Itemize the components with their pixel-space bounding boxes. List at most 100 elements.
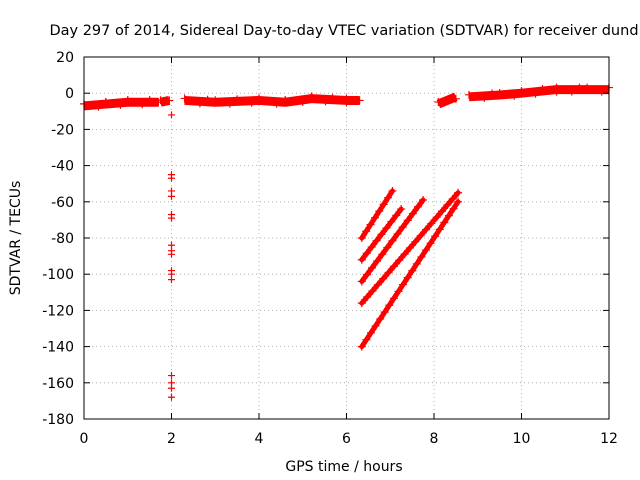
band-marker	[145, 96, 154, 105]
band-marker	[109, 99, 118, 108]
streak-marker	[412, 259, 421, 268]
band-marker	[156, 96, 165, 105]
x-tick-label: 2	[167, 431, 176, 447]
streak-marker	[419, 195, 428, 204]
x-tick-label: 4	[255, 431, 264, 447]
y-axis-label: SDTVAR / TECUs	[8, 181, 24, 296]
band-marker	[281, 96, 290, 105]
streak-marker	[394, 287, 403, 296]
streak-marker	[444, 211, 453, 220]
streak-marker	[357, 277, 366, 286]
band-marker	[552, 83, 561, 92]
band-marker	[314, 94, 323, 103]
series-band-2	[180, 92, 364, 108]
data-layer	[80, 83, 613, 401]
streak-marker	[448, 194, 457, 203]
x-tick-label: 8	[430, 431, 439, 447]
streak-marker	[377, 230, 386, 239]
streak-marker	[382, 224, 391, 233]
series-band-3	[434, 92, 460, 109]
streak-marker	[388, 236, 397, 245]
streak-marker	[357, 299, 366, 308]
streak-marker	[387, 217, 396, 226]
streak-marker	[380, 308, 389, 317]
streak-marker	[362, 227, 371, 236]
streak-marker	[378, 250, 387, 259]
streak-marker	[413, 202, 422, 211]
streak-marker	[405, 243, 414, 252]
streak-marker	[454, 197, 463, 206]
band-marker	[335, 96, 344, 105]
streak-line	[359, 188, 395, 241]
y-tick-label: -60	[51, 195, 74, 211]
streak-marker	[379, 200, 388, 209]
band-marker	[138, 100, 147, 109]
chart-title: Day 297 of 2014, Sidereal Day-to-day VTE…	[49, 23, 638, 39]
streak-marker	[373, 257, 382, 266]
outlier-marker	[168, 214, 175, 222]
band-marker	[545, 86, 554, 95]
outlier-marker	[168, 372, 175, 380]
streak-marker	[357, 234, 366, 242]
y-tick-label: 0	[65, 86, 74, 102]
streak-marker	[408, 266, 417, 275]
series-band-1	[156, 96, 174, 107]
streak-marker	[368, 286, 377, 295]
streak-marker	[440, 218, 449, 227]
streak-marker	[362, 249, 371, 258]
streak-marker	[449, 204, 458, 213]
streak-marker	[397, 205, 406, 214]
streak-marker	[385, 301, 394, 310]
x-axis-label: GPS time / hours	[285, 459, 402, 475]
streak-marker	[371, 321, 380, 330]
streak-marker	[432, 213, 441, 222]
streak-marker	[389, 262, 398, 271]
band-marker	[94, 102, 103, 111]
band-marker	[451, 94, 460, 103]
band-marker	[321, 97, 330, 106]
streak-marker	[357, 342, 366, 351]
band-marker	[263, 97, 272, 106]
band-marker	[434, 98, 443, 107]
band-marker	[272, 99, 281, 108]
streak-marker	[427, 219, 436, 228]
band-marker	[123, 96, 132, 105]
band-marker	[188, 96, 197, 105]
streak-marker	[357, 255, 366, 264]
axis-layer: 20 0 -20 -40 -60 -80 -100 -120 -140 -160 -180 0 2 4 6 8…	[42, 50, 618, 447]
streak-marker	[438, 207, 447, 216]
band-marker	[328, 93, 337, 102]
streak-marker	[443, 201, 452, 210]
streak-marker	[366, 220, 375, 229]
streak-marker	[362, 335, 371, 344]
band-marker	[195, 99, 204, 108]
x-tick-label: 10	[513, 431, 531, 447]
grid-layer	[84, 57, 609, 419]
streak-marker	[379, 274, 388, 283]
band-marker	[472, 92, 481, 101]
band-marker	[342, 94, 351, 103]
band-marker	[560, 85, 569, 94]
band-marker	[575, 83, 584, 92]
y-tick-label: -140	[42, 340, 74, 356]
streak-marker	[393, 229, 402, 238]
x-tick-label: 6	[342, 431, 351, 447]
series-streak-10	[357, 197, 463, 351]
streak-marker	[411, 237, 420, 246]
streak-marker	[398, 223, 407, 232]
band-marker	[101, 98, 110, 107]
series-streak-8	[357, 195, 428, 286]
outlier-marker	[168, 111, 175, 119]
series-streak-7	[357, 205, 406, 264]
series-band-4	[465, 83, 613, 102]
y-tick-label: -20	[51, 122, 74, 138]
streak-marker	[363, 293, 372, 302]
band-marker	[116, 100, 125, 109]
band-marker	[517, 87, 526, 96]
streak-marker	[389, 294, 398, 303]
outlier-marker	[168, 276, 175, 284]
streak-marker	[375, 207, 384, 216]
streak-marker	[384, 268, 393, 277]
y-tick-label: -100	[42, 267, 74, 283]
band-path	[184, 94, 360, 107]
